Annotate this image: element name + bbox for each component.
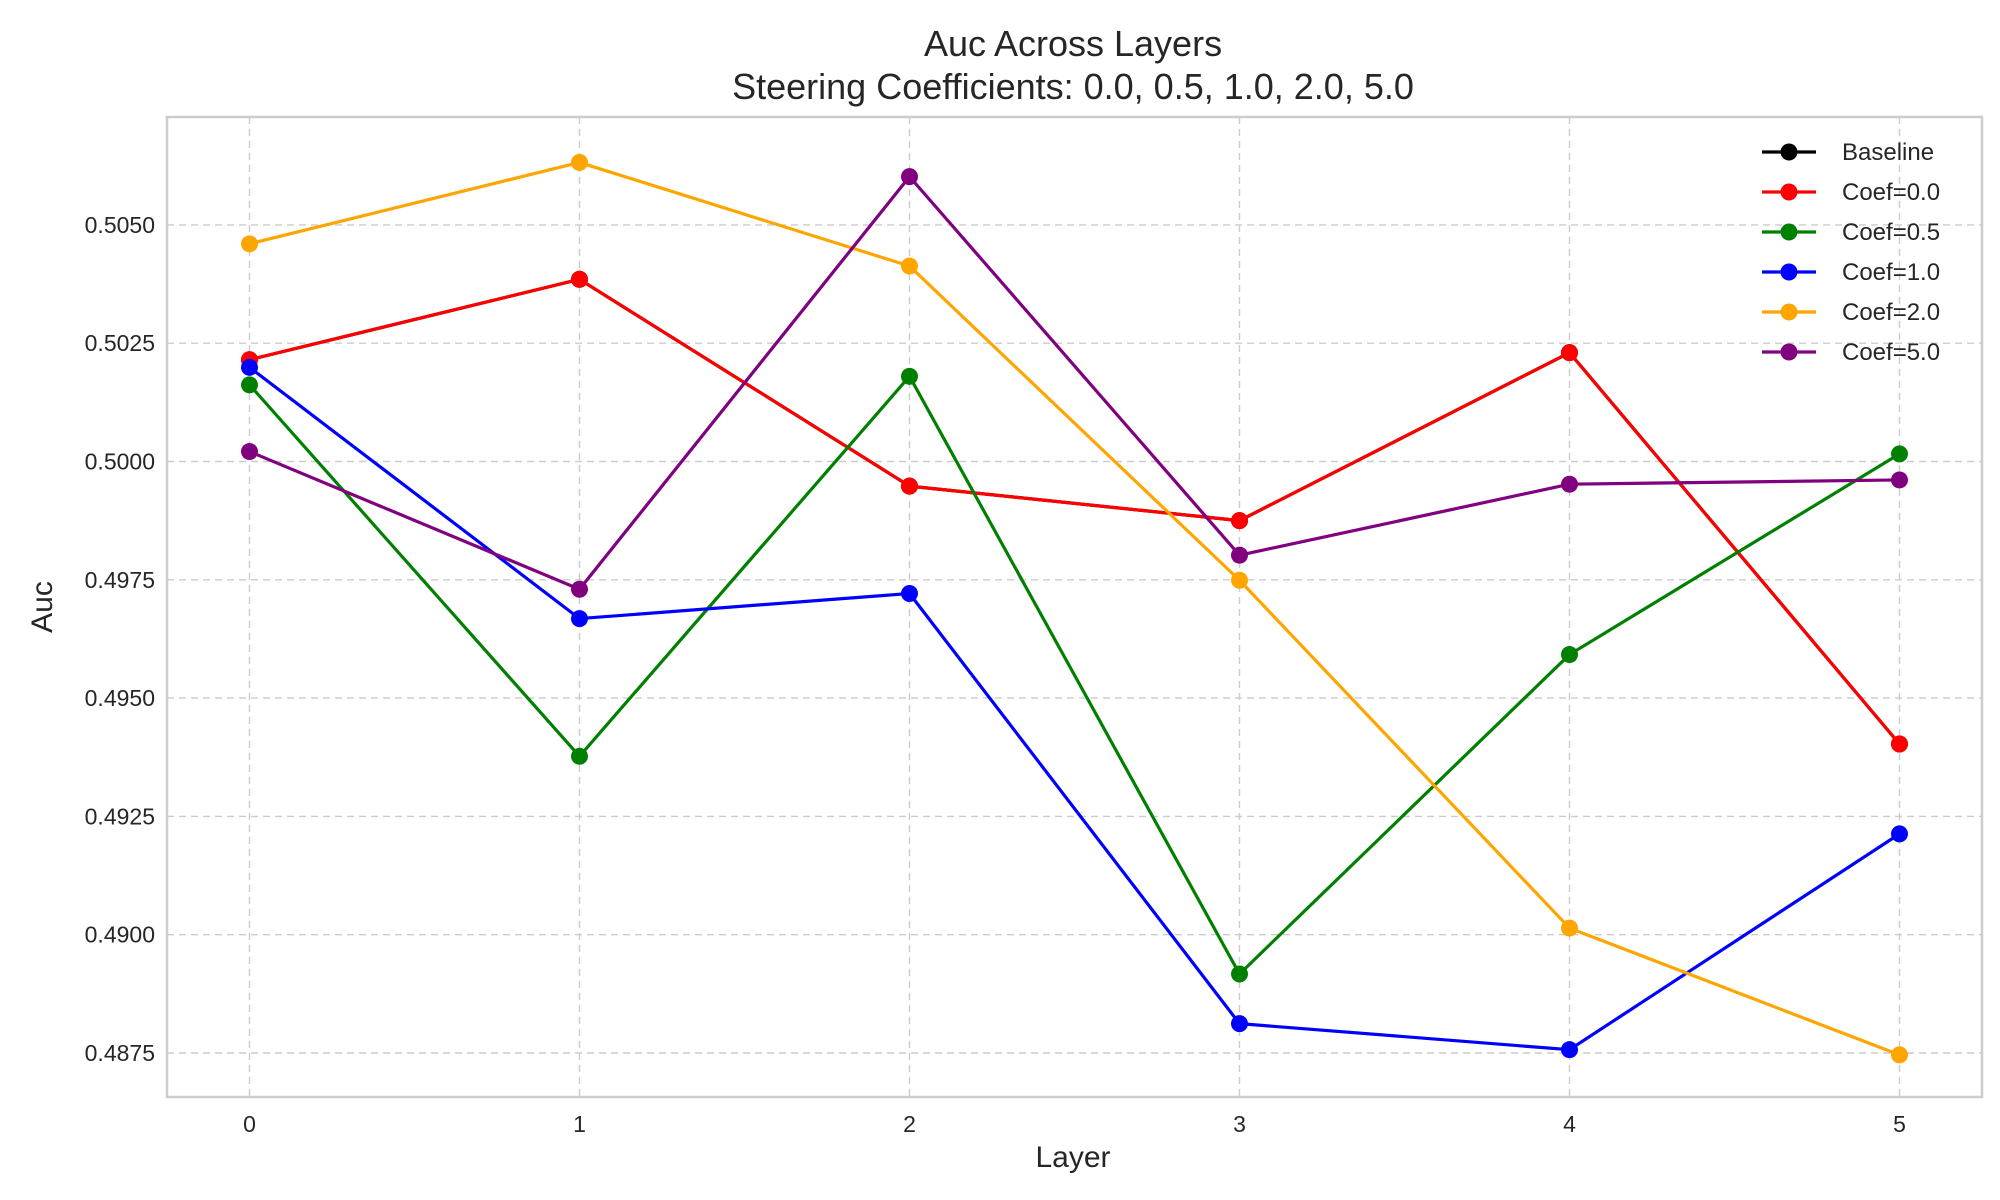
legend-marker	[1780, 183, 1798, 201]
legend-item: Coef=0.0	[1762, 179, 1940, 206]
data-point	[1561, 475, 1578, 493]
legend-label: Coef=2.0	[1842, 299, 1940, 326]
y-tick-label: 0.4975	[85, 567, 155, 593]
data-point	[1561, 919, 1578, 937]
x-axis-label: Layer	[1035, 1141, 1110, 1174]
data-point	[571, 153, 588, 171]
y-tick-label: 0.4950	[85, 685, 155, 711]
legend-marker	[1780, 303, 1798, 321]
data-point	[1561, 1041, 1578, 1059]
y-tick-label: 0.4875	[85, 1040, 155, 1066]
series-coef-2-0	[241, 153, 1908, 1064]
x-axis-ticks: 0 1 2 3 4 5	[243, 1111, 1906, 1137]
data-point	[1231, 1015, 1248, 1033]
chart-title: Auc Across Layers	[924, 23, 1222, 64]
data-point	[901, 477, 918, 495]
legend-label: Coef=0.0	[1842, 179, 1940, 206]
data-point	[1891, 471, 1908, 489]
data-point	[241, 376, 258, 394]
legend-item: Coef=0.5	[1762, 219, 1940, 246]
y-tick-label: 0.5000	[85, 448, 155, 474]
data-point	[1231, 965, 1248, 983]
y-tick-label: 0.4900	[85, 922, 155, 948]
legend-label: Baseline	[1842, 139, 1934, 166]
legend-item: Coef=5.0	[1762, 339, 1940, 366]
x-tick-label: 5	[1893, 1111, 1906, 1137]
plot-area-frame	[165, 115, 1984, 1099]
x-tick-label: 1	[573, 1111, 586, 1137]
series-line	[247, 374, 1902, 976]
legend-item: Coef=2.0	[1762, 299, 1940, 326]
y-axis-ticks: 0.4875 0.4900 0.4925 0.4950 0.4975 0.5000 0.50…	[85, 212, 155, 1066]
data-point	[241, 358, 258, 376]
data-point	[901, 168, 918, 186]
data-point	[1231, 512, 1248, 530]
legend: Baseline Coef=0.0 Coef=0.5 Coef=1.0 Coef=2.0…	[1762, 139, 1940, 366]
chart-subtitle: Steering Coefficients: 0.0, 0.5, 1.0, 2.…	[732, 66, 1414, 107]
y-tick-label: 0.4925	[85, 803, 155, 829]
legend-marker	[1780, 343, 1798, 361]
legend-item: Coef=1.0	[1762, 259, 1940, 286]
legend-marker	[1780, 263, 1798, 281]
data-point	[1891, 735, 1908, 753]
legend-label: Coef=1.0	[1842, 259, 1940, 286]
data-point	[901, 585, 918, 603]
data-point	[1561, 646, 1578, 664]
data-point	[1891, 1046, 1908, 1064]
grid	[167, 117, 1982, 1097]
data-point	[1891, 445, 1908, 463]
y-tick-label: 0.5025	[85, 330, 155, 356]
data-point	[1231, 546, 1248, 564]
legend-label: Coef=0.5	[1842, 219, 1940, 246]
x-tick-label: 2	[903, 1111, 916, 1137]
series-coef-0-5	[241, 367, 1908, 983]
data-point	[1561, 344, 1578, 362]
data-series	[241, 153, 1908, 1064]
series-line	[247, 160, 1902, 1057]
data-point	[1231, 571, 1248, 589]
legend-marker	[1780, 143, 1798, 161]
data-point	[571, 610, 588, 628]
data-point	[1891, 825, 1908, 843]
data-point	[241, 235, 258, 253]
series-coef-1-0	[241, 358, 1908, 1059]
x-tick-label: 4	[1563, 1111, 1576, 1137]
legend-item: Baseline	[1762, 139, 1934, 166]
data-point	[901, 367, 918, 385]
legend-marker	[1780, 223, 1798, 241]
data-point	[571, 270, 588, 288]
x-tick-label: 0	[243, 1111, 256, 1137]
y-tick-label: 0.5050	[85, 212, 155, 238]
series-line	[247, 277, 1902, 746]
x-tick-label: 3	[1233, 1111, 1246, 1137]
data-point	[241, 443, 258, 461]
legend-label: Coef=5.0	[1842, 339, 1940, 366]
series-line	[247, 175, 1902, 591]
y-axis-label: Auc	[26, 581, 59, 633]
data-point	[571, 747, 588, 765]
series-line	[247, 365, 1902, 1052]
data-point	[571, 580, 588, 598]
series-coef-5-0	[241, 168, 1908, 598]
data-point	[901, 257, 918, 275]
